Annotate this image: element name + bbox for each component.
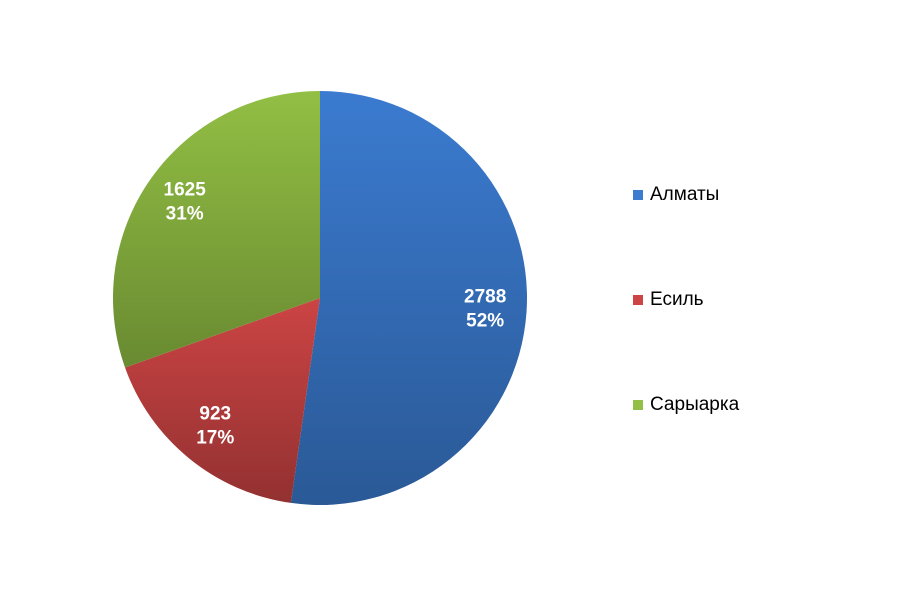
data-label: 1625 <box>164 180 207 201</box>
data-label: 923 <box>199 403 231 424</box>
pie-slice <box>112 91 320 368</box>
legend-label: Сарыарка <box>650 394 740 415</box>
data-label: 2788 <box>464 287 506 308</box>
pie-slice <box>290 90 528 505</box>
legend-marker <box>633 190 643 200</box>
legend-label: Есиль <box>650 289 704 310</box>
percent-label: 52% <box>466 311 504 332</box>
pie-slice <box>125 298 320 503</box>
legend-marker <box>633 400 643 410</box>
legend-marker <box>633 295 643 305</box>
percent-label: 31% <box>166 204 204 225</box>
legend-label: Алматы <box>650 184 719 205</box>
percent-label: 17% <box>196 427 234 448</box>
